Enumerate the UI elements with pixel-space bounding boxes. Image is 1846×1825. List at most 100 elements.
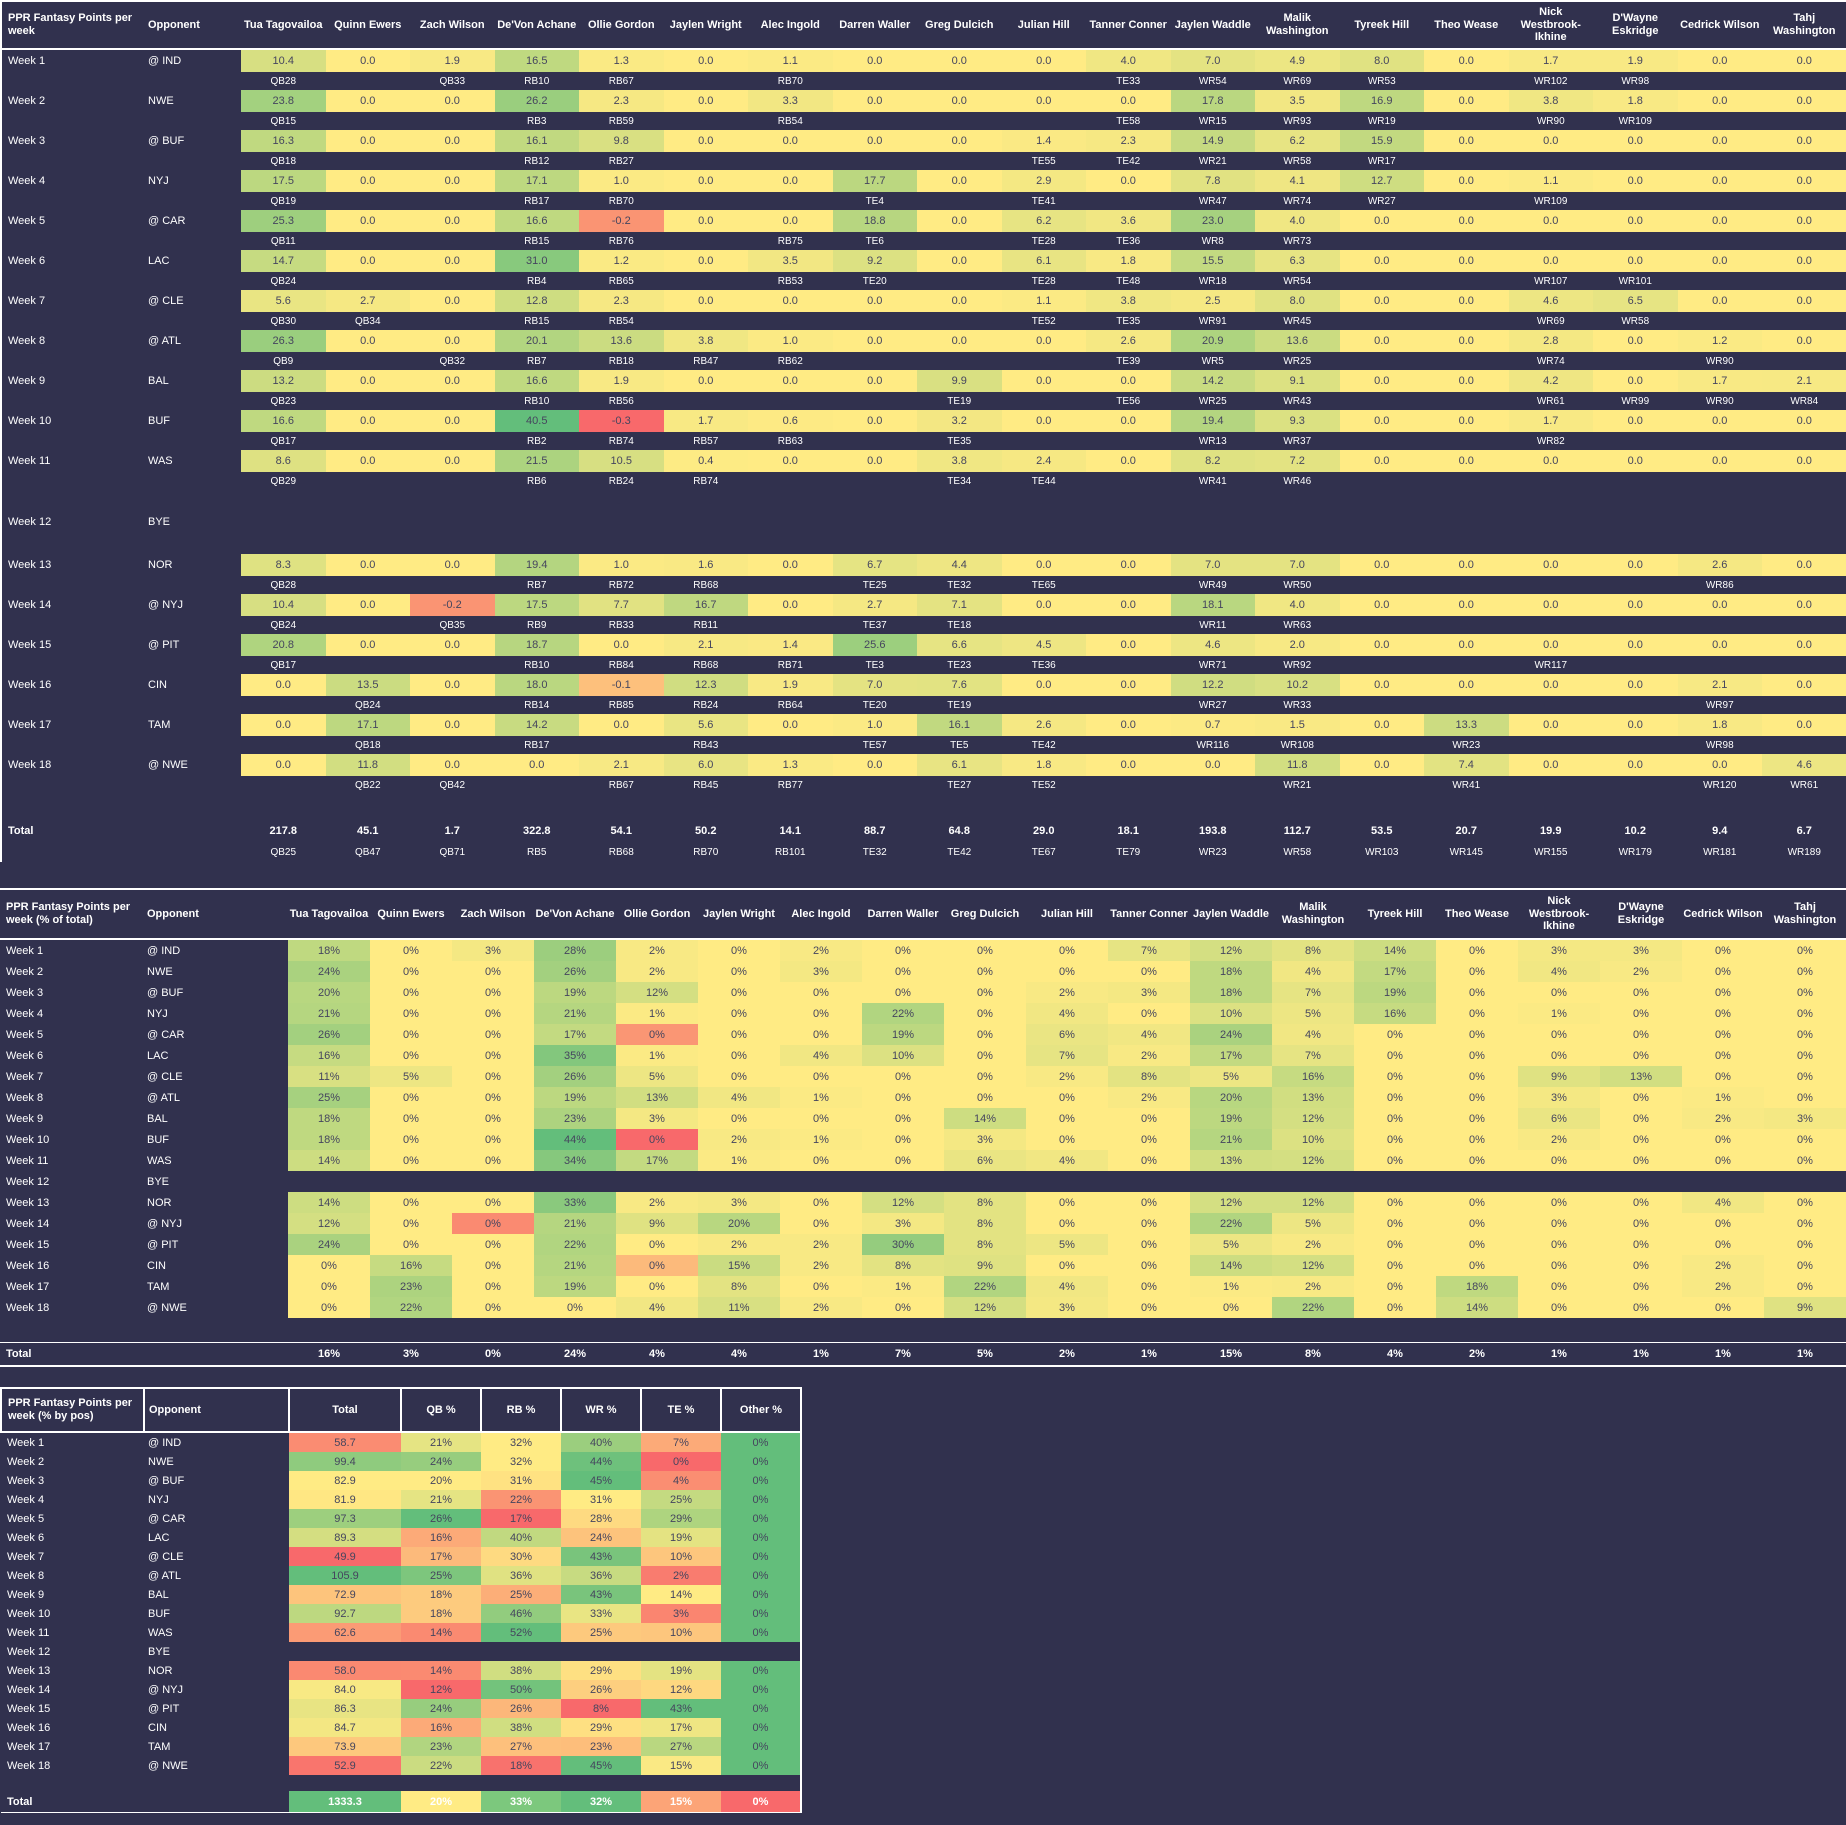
rank-cell[interactable]: TE42	[1031, 739, 1056, 751]
points-cell[interactable]: 6.1	[917, 754, 1002, 776]
opponent-cell[interactable]: BUF	[148, 415, 170, 427]
points-cell[interactable]: 6.2	[1001, 210, 1086, 232]
week-label-cell[interactable]: Week 11	[6, 1154, 49, 1167]
pct-cell[interactable]: 2%	[780, 1234, 862, 1255]
points-cell[interactable]: 8.0	[1339, 49, 1424, 72]
pct-cell[interactable]: 9%	[616, 1213, 698, 1234]
rank-cell[interactable]: TE41	[1031, 195, 1056, 207]
rank-cell[interactable]	[917, 312, 1002, 330]
pct-cell[interactable]: 0%	[1764, 1255, 1846, 1276]
total-rank-cell[interactable]: WR103	[1365, 846, 1399, 858]
total-rank-cell[interactable]: WR189	[1787, 846, 1821, 858]
rank-cell[interactable]: TE36	[1031, 659, 1056, 671]
pos-pct-cell[interactable]: 40%	[481, 1528, 561, 1547]
points-cell[interactable]: 0.0	[1677, 754, 1762, 776]
points-cell[interactable]: 7.2	[1255, 450, 1340, 472]
rank-cell[interactable]: WR74	[1536, 355, 1565, 367]
rank-cell[interactable]: RB84	[608, 659, 634, 671]
pos-pct-cell[interactable]: 22%	[481, 1490, 561, 1509]
pct-cell[interactable]: 0%	[944, 1045, 1026, 1066]
rank-cell[interactable]	[1509, 736, 1594, 754]
rank-cell[interactable]	[1424, 312, 1509, 330]
grand-total-cell[interactable]: 15%	[641, 1791, 721, 1813]
points-cell[interactable]: 0.0	[1593, 130, 1678, 152]
pct-cell[interactable]: 0%	[1436, 1003, 1518, 1024]
points-cell[interactable]: 0.0	[325, 594, 410, 616]
pos-pct-cell[interactable]: 27%	[641, 1737, 721, 1756]
rank-cell[interactable]: TE25	[862, 579, 887, 591]
pct-cell[interactable]: 0%	[1600, 982, 1682, 1003]
opponent-cell[interactable]: BAL	[148, 1588, 169, 1601]
points-cell[interactable]: 0.0	[1762, 49, 1846, 72]
rank-cell[interactable]	[1424, 352, 1509, 370]
points-cell[interactable]: 0.0	[1677, 290, 1762, 312]
points-cell[interactable]: 13.5	[325, 674, 410, 696]
pos-pct-cell[interactable]: 36%	[561, 1566, 641, 1585]
points-cell[interactable]: 3.3	[748, 90, 833, 112]
pct-cell[interactable]: 0%	[370, 1108, 452, 1129]
rank-cell[interactable]: RB72	[608, 579, 634, 591]
points-cell[interactable]: 8.0	[1255, 290, 1340, 312]
rank-cell[interactable]	[1340, 312, 1425, 330]
points-cell[interactable]: 0.0	[325, 90, 410, 112]
rank-cell[interactable]	[917, 152, 1002, 170]
pos-pct-cell[interactable]: 10%	[641, 1547, 721, 1566]
pct-cell[interactable]: 0%	[1764, 1234, 1846, 1255]
pos-pct-cell[interactable]: 17%	[641, 1718, 721, 1737]
pos-pct-cell[interactable]: 12%	[401, 1680, 481, 1699]
rank-cell[interactable]: RB10	[524, 659, 550, 671]
rank-cell[interactable]	[326, 432, 411, 450]
rank-cell[interactable]	[410, 312, 495, 330]
pos-pct-cell[interactable]: 33%	[561, 1604, 641, 1623]
pos-pct-cell[interactable]: 26%	[401, 1509, 481, 1528]
rank-cell[interactable]	[1340, 272, 1425, 290]
points-cell[interactable]: 0.0	[1593, 170, 1678, 192]
pct-cell[interactable]: 0%	[1600, 1024, 1682, 1045]
points-cell[interactable]: 0.0	[1086, 634, 1171, 656]
rank-cell[interactable]	[917, 112, 1002, 130]
opponent-cell[interactable]: NWE	[148, 95, 174, 107]
points-cell[interactable]: 17.1	[494, 170, 579, 192]
pct-cell[interactable]: 14%	[288, 1150, 370, 1171]
rank-cell[interactable]	[1424, 272, 1509, 290]
points-cell[interactable]: 7.8	[1170, 170, 1255, 192]
pct-cell[interactable]: 17%	[616, 1150, 698, 1171]
week-label-cell[interactable]: Week 2	[7, 1455, 45, 1468]
rank-cell[interactable]: RB85	[608, 699, 634, 711]
points-cell[interactable]: 0.0	[410, 674, 495, 696]
points-cell[interactable]: 0.0	[748, 170, 833, 192]
pct-cell[interactable]: 4%	[616, 1297, 698, 1318]
rank-cell[interactable]	[1424, 472, 1509, 490]
pct-cell[interactable]: 0%	[452, 1129, 534, 1150]
pos-pct-cell[interactable]: 0%	[721, 1737, 801, 1756]
pct-cell[interactable]: 0%	[944, 1066, 1026, 1087]
pos-pct-cell[interactable]: 10%	[641, 1623, 721, 1642]
pct-cell[interactable]: 1%	[1518, 1003, 1600, 1024]
pct-cell[interactable]: 12%	[1272, 1108, 1354, 1129]
points-cell[interactable]: 3.8	[1086, 290, 1171, 312]
pct-cell[interactable]: 22%	[862, 1003, 944, 1024]
points-cell[interactable]: 1.7	[663, 410, 748, 432]
total-rank-cell[interactable]: QB47	[354, 846, 381, 858]
week-label-cell[interactable]: Week 16	[7, 1721, 51, 1734]
opponent-cell[interactable]: @ IND	[147, 944, 181, 957]
rank-cell[interactable]	[1762, 232, 1846, 250]
total-rank-cell[interactable]: TE42	[947, 846, 972, 858]
pct-cell[interactable]: 1%	[780, 1129, 862, 1150]
rank-cell[interactable]	[1424, 696, 1509, 714]
week-label-cell[interactable]: Week 1	[8, 55, 46, 67]
pct-cell[interactable]: 3%	[1764, 1108, 1846, 1129]
week-total-cell[interactable]: 97.3	[289, 1509, 401, 1528]
pct-cell[interactable]: 0%	[1026, 1129, 1108, 1150]
opponent-cell[interactable]: @ IND	[148, 1436, 182, 1449]
week-label-cell[interactable]: Week 18	[8, 759, 52, 771]
rank-cell[interactable]	[1762, 152, 1846, 170]
points-cell[interactable]: 4.6	[1762, 754, 1846, 776]
pct-cell[interactable]: 0%	[1518, 1276, 1600, 1297]
points-cell[interactable]: 0.0	[832, 410, 917, 432]
rank-cell[interactable]: WR19	[1367, 115, 1396, 127]
player-header-cell[interactable]: Tahj Washington	[1764, 888, 1846, 940]
opponent-cell[interactable]: BYE	[148, 516, 171, 528]
points-cell[interactable]: 16.7	[663, 594, 748, 616]
pct-cell[interactable]: 18%	[1436, 1276, 1518, 1297]
